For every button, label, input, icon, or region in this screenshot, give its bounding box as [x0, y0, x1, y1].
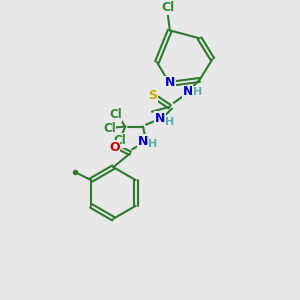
Text: Cl: Cl — [103, 122, 116, 135]
Text: N: N — [165, 76, 175, 89]
Text: Cl: Cl — [113, 134, 126, 147]
Text: Cl: Cl — [161, 1, 175, 14]
Text: H: H — [165, 117, 174, 127]
Text: N: N — [155, 112, 165, 125]
Text: O: O — [109, 141, 120, 154]
Text: H: H — [148, 140, 158, 149]
Text: Cl: Cl — [109, 108, 122, 121]
Text: N: N — [182, 85, 193, 98]
Text: H: H — [193, 87, 202, 97]
Text: S: S — [148, 89, 158, 102]
Text: N: N — [138, 135, 148, 148]
